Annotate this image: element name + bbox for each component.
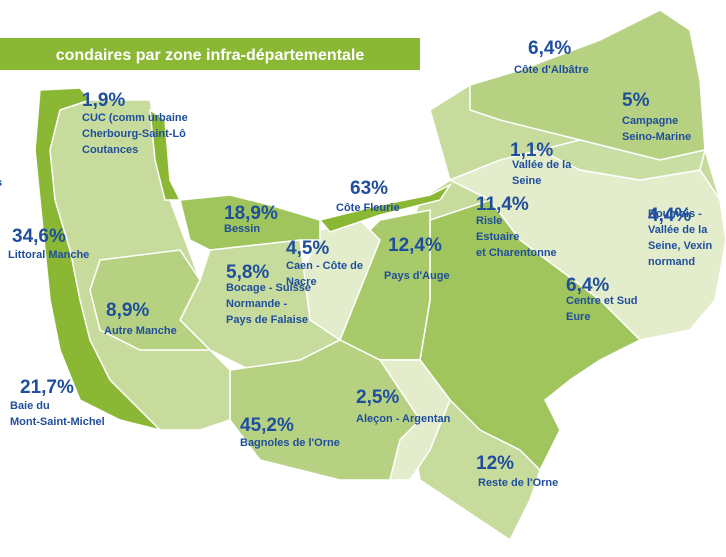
zone-value: 45,2% — [240, 415, 294, 436]
zone-name: Vallée de la — [512, 159, 572, 171]
zone-name: Risle — [476, 215, 502, 227]
zone-name: Eure — [566, 311, 590, 323]
zone-value: 5% — [622, 90, 650, 111]
zone-name: Normande - — [226, 298, 287, 310]
zone-value: 34,6% — [12, 226, 66, 247]
zone-name: Roumois - — [648, 208, 702, 220]
zone-value: 6,4% — [528, 38, 571, 59]
zone-name: Cherbourg-Saint-Lô — [82, 128, 186, 140]
zone-value: 6,4% — [566, 275, 609, 296]
zone-name: Pays de Falaise — [226, 314, 308, 326]
zone-name: Vallée de la — [648, 224, 708, 236]
zone-name: Bessin — [224, 223, 260, 235]
coast — [318, 183, 453, 233]
coast — [149, 108, 182, 201]
zone-name: Pays d'Auge — [384, 270, 450, 282]
zone-name: Coutances — [82, 144, 138, 156]
zone-name: Caen - Côte de — [286, 260, 363, 272]
zone-value: 1,1% — [510, 140, 553, 161]
zone-name: Bocage - Suisse — [226, 282, 311, 294]
zone-name: Mont-Saint-Michel — [10, 416, 105, 428]
zone-value: 4,5% — [286, 238, 329, 259]
zone-value: 4,4% — [648, 205, 691, 226]
regions — [34, 9, 726, 542]
zone-name: Reste de l'Orne — [478, 477, 558, 489]
zone-name: Estuaire — [476, 231, 519, 243]
zone-name: Aleçon - Argentan — [356, 413, 451, 425]
zone-value: 1,9% — [82, 90, 125, 111]
region — [89, 249, 212, 351]
region — [378, 359, 451, 481]
region — [179, 194, 321, 251]
zone-value: 12% — [476, 453, 514, 474]
zone-value: 2,5% — [356, 387, 399, 408]
zone-name: Nacre — [286, 276, 317, 288]
zone-value: 11,4% — [476, 194, 529, 215]
zone-value: 8,9% — [106, 300, 149, 321]
zone-value: 21,7% — [20, 377, 74, 398]
zone-name: Baie du — [10, 400, 50, 412]
zone-value: 5,8% — [226, 262, 269, 283]
coast — [34, 87, 163, 432]
zone-name: Campagne — [622, 115, 678, 127]
zone-name: Côte d'Albâtre — [514, 64, 589, 76]
zone-name: Autre Manche — [104, 325, 177, 337]
zone-name: Côte Fleurie — [336, 202, 400, 214]
title: condaires par zone infra-départementale — [56, 47, 365, 64]
zone-value: 12,4% — [388, 235, 442, 256]
zone-value: 18,9% — [224, 203, 278, 224]
zone-value: 63% — [350, 178, 388, 199]
region — [537, 139, 707, 181]
zone-name: et Charentonne — [476, 247, 557, 259]
labels: 6,4% Côte d'Albâtre 5% Campagne Seino-Marine… — [8, 38, 712, 489]
zone-name: Bagnoles de l'Orne — [240, 437, 340, 449]
zone-name: Littoral Manche — [8, 249, 89, 261]
text-fragment: s — [0, 177, 2, 189]
zone-name: CUC (comm urbaine — [82, 112, 188, 124]
zone-name: normand — [648, 256, 695, 268]
zone-name: Seino-Marine — [622, 131, 691, 143]
zone-name: Centre et Sud — [566, 295, 638, 307]
title-banner — [0, 38, 420, 70]
zone-name: Seine — [512, 175, 541, 187]
zone-name: Seine, Vexin — [648, 240, 712, 252]
